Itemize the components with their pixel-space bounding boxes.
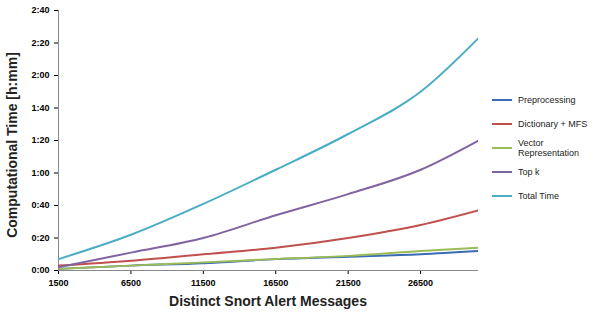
svg-text:1500: 1500 [48,278,68,288]
svg-text:0:20: 0:20 [31,233,49,243]
svg-text:21500: 21500 [336,278,361,288]
html-text:Dictionary + MFS: Dictionary + MFS [518,119,588,129]
html-text:Computational Time [h:mm]: Computational Time [h:mm] [4,52,20,238]
svg-text:2:00: 2:00 [31,70,49,80]
svg-text:1:20: 1:20 [31,135,49,145]
svg-text:2:40: 2:40 [31,5,49,15]
svg-text:0:40: 0:40 [31,200,49,210]
svg-text:1:40: 1:40 [31,103,49,113]
svg-text:16500: 16500 [263,278,288,288]
svg-text:1:00: 1:00 [31,168,49,178]
svg-text:2:20: 2:20 [31,38,49,48]
svg-text:0:00: 0:00 [31,265,49,275]
html-text:Vector Representation: Vector Representation [518,138,579,158]
svg-text:26500: 26500 [408,278,433,288]
svg-text:11500: 11500 [191,278,216,288]
html-text:Top k: Top k [518,167,540,177]
html-text:Preprocessing: Preprocessing [518,95,576,105]
html-text:Distinct Snort Alert Messages: Distinct Snort Alert Messages [169,293,367,309]
svg-text:6500: 6500 [121,278,141,288]
html-text:Total Time: Total Time [518,191,559,201]
